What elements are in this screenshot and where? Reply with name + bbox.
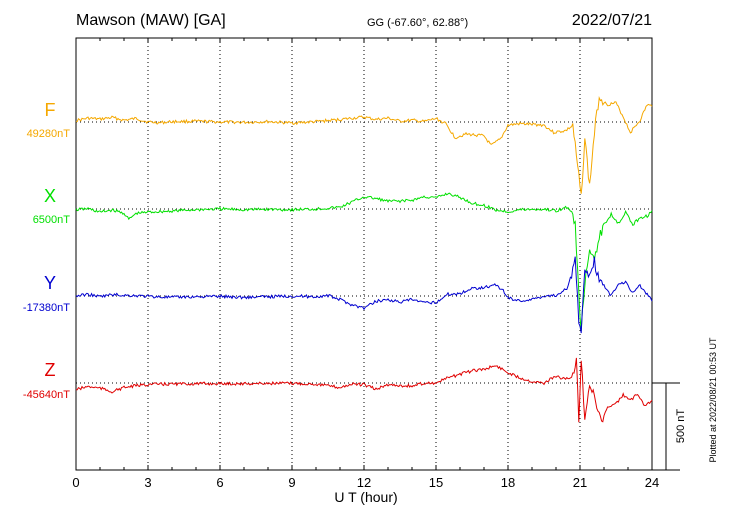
series-line-y [75, 256, 653, 334]
x-tick-label: 15 [429, 475, 443, 490]
x-tick-label: 9 [288, 475, 295, 490]
x-tick-label: 0 [72, 475, 79, 490]
baseline-lines [76, 121, 652, 384]
x-tick-label: 3 [144, 475, 151, 490]
series-baseline-label-z: -45640nT [23, 389, 70, 401]
series-line-x [75, 192, 653, 332]
x-tick-label: 18 [501, 475, 515, 490]
plotted-at-note: Plotted at 2022/08/21 00:53 UT [708, 337, 718, 463]
series-baseline-label-x: 6500nT [33, 214, 71, 226]
series-group [75, 96, 653, 423]
x-tick-label: 12 [357, 475, 371, 490]
x-tick-label: 21 [573, 475, 587, 490]
series-name-z: Z [45, 360, 56, 380]
series-labels: F 49280nT X 6500nT Y -17380nT Z -45640nT [23, 100, 70, 401]
x-tick-label: 24 [645, 475, 659, 490]
series-name-y: Y [44, 273, 56, 293]
series-baseline-label-y: -17380nT [23, 302, 70, 314]
series-line-z [75, 357, 653, 423]
x-axis-label: U T (hour) [334, 489, 397, 505]
series-name-x: X [44, 186, 56, 206]
series-line-f [75, 96, 653, 194]
grid-lines [147, 38, 581, 470]
x-axis-ticks: 0 3 6 9 12 15 18 21 24 [72, 38, 659, 490]
station-title: Mawson (MAW) [GA] [76, 12, 226, 29]
scale-bar-label: 500 nT [675, 409, 687, 444]
date-label: 2022/07/21 [572, 12, 652, 29]
series-baseline-label-f: 49280nT [27, 128, 71, 140]
x-tick-label: 6 [216, 475, 223, 490]
series-name-f: F [45, 100, 56, 120]
scale-bar [652, 382, 680, 471]
coordinates-label: GG (-67.60°, 62.88°) [367, 17, 468, 29]
